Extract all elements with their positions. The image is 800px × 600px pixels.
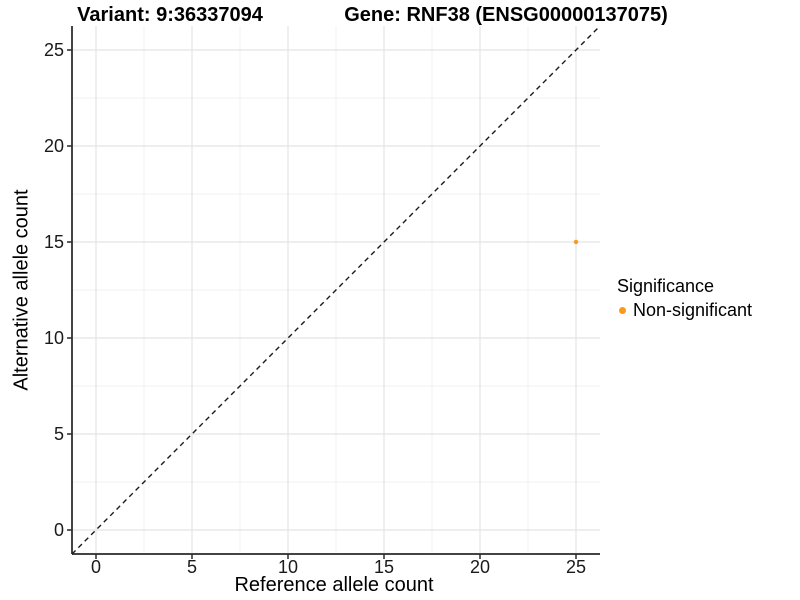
legend: Significance Non-significant: [617, 276, 752, 321]
gridlines-major: [72, 26, 600, 554]
legend-item-label: Non-significant: [633, 300, 753, 320]
legend-items: Non-significant: [617, 300, 752, 321]
plot-title-gene: Gene: RNF38 (ENSG00000137075): [344, 4, 668, 26]
y-axis-title: Alternative allele count: [10, 189, 33, 391]
x-tick-labels: 0 5 10 15 20 25: [91, 557, 586, 577]
identity-line: [71, 25, 601, 555]
y-tick-label: 20: [44, 136, 64, 156]
x-tick-label: 5: [187, 557, 197, 577]
data-points: [573, 239, 579, 245]
x-tick-label: 10: [278, 557, 298, 577]
plot-title-variant: Variant: 9:36337094: [77, 4, 263, 26]
y-tick-label: 0: [54, 520, 64, 540]
x-tick-label: 25: [566, 557, 586, 577]
y-tick-label: 25: [44, 40, 64, 60]
axis-lines: [71, 26, 600, 555]
y-tick-label: 10: [44, 328, 64, 348]
y-tick-label: 5: [54, 424, 64, 444]
identity-reference-line: [71, 25, 601, 555]
tick-marks: [67, 49, 577, 559]
x-tick-label: 0: [91, 557, 101, 577]
y-tick-labels: 0 5 10 15 20 25: [44, 40, 64, 540]
gridlines-minor: [72, 26, 600, 554]
data-point: [573, 239, 579, 245]
x-tick-label: 20: [470, 557, 490, 577]
x-tick-label: 15: [374, 557, 394, 577]
y-tick-label: 15: [44, 232, 64, 252]
legend-point-icon: [619, 307, 626, 314]
x-axis-title: Reference allele count: [234, 574, 434, 596]
legend-item: Non-significant: [617, 300, 752, 321]
legend-title: Significance: [617, 276, 715, 296]
